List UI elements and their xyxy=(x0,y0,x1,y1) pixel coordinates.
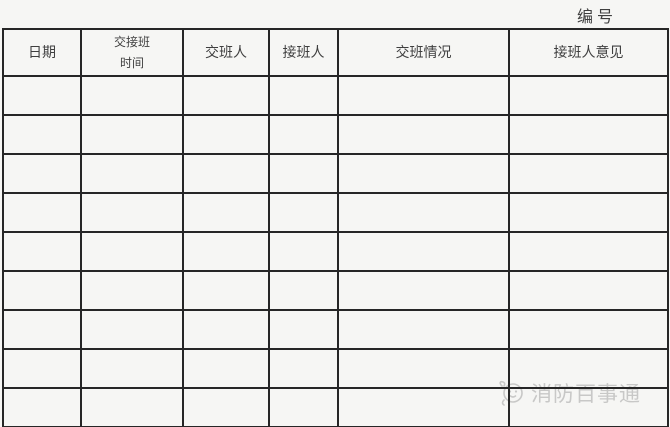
table-cell xyxy=(508,231,669,272)
table-cell xyxy=(182,75,270,116)
table-cell xyxy=(182,309,270,350)
table-cell xyxy=(508,192,669,233)
table-cell xyxy=(508,387,669,427)
table-cell xyxy=(268,387,339,427)
table-cell xyxy=(182,192,270,233)
table-cell xyxy=(508,270,669,311)
table-cell xyxy=(2,309,82,350)
table-cell xyxy=(268,348,339,389)
table-row xyxy=(2,153,669,194)
table-cell xyxy=(508,75,669,116)
table-cell xyxy=(337,231,510,272)
table-cell xyxy=(182,231,270,272)
table-cell xyxy=(80,153,184,194)
table-cell xyxy=(337,192,510,233)
table-cell xyxy=(337,348,510,389)
shift-handover-table: 日期 交接班 时间 交班人 接班人 交班情况 接班人意见 xyxy=(2,28,669,427)
table-cell xyxy=(80,309,184,350)
table-row xyxy=(2,114,669,155)
table-cell xyxy=(268,309,339,350)
table-cell xyxy=(182,153,270,194)
table-cell xyxy=(337,387,510,427)
table-cell xyxy=(80,192,184,233)
header-outgoing-person: 交班人 xyxy=(182,28,270,77)
table-cell xyxy=(182,270,270,311)
table-cell xyxy=(268,114,339,155)
serial-number-label: 编号 xyxy=(576,9,617,26)
table-cell xyxy=(80,231,184,272)
table-cell xyxy=(182,348,270,389)
table-cell xyxy=(508,153,669,194)
table-cell xyxy=(2,270,82,311)
table-row xyxy=(2,270,669,311)
header-incoming-person: 接班人 xyxy=(268,28,339,77)
header-shift-time: 交接班 时间 xyxy=(80,28,184,77)
table-cell xyxy=(2,231,82,272)
table-cell xyxy=(2,192,82,233)
table-cell xyxy=(337,270,510,311)
table-cell xyxy=(2,153,82,194)
table-cell xyxy=(2,348,82,389)
header-date: 日期 xyxy=(2,28,82,77)
table-row xyxy=(2,75,669,116)
table-row xyxy=(2,348,669,389)
table-cell xyxy=(268,192,339,233)
table-cell xyxy=(80,348,184,389)
table-cell xyxy=(2,387,82,427)
table-cell xyxy=(508,348,669,389)
table-cell xyxy=(80,114,184,155)
table-cell xyxy=(268,270,339,311)
table-cell xyxy=(80,75,184,116)
table-cell xyxy=(508,309,669,350)
table-cell xyxy=(508,114,669,155)
table-cell xyxy=(80,387,184,427)
table-cell xyxy=(268,153,339,194)
table-body xyxy=(2,75,669,427)
table-cell xyxy=(80,270,184,311)
table-row xyxy=(2,231,669,272)
table-header-row: 日期 交接班 时间 交班人 接班人 交班情况 接班人意见 xyxy=(2,28,669,77)
table-cell xyxy=(182,387,270,427)
table-cell xyxy=(337,114,510,155)
table-row xyxy=(2,309,669,350)
table-cell xyxy=(337,309,510,350)
table-cell xyxy=(268,75,339,116)
table-cell xyxy=(337,75,510,116)
header-handover-situation: 交班情况 xyxy=(337,28,510,77)
table-cell xyxy=(182,114,270,155)
header-incoming-opinion: 接班人意见 xyxy=(508,28,669,77)
table-cell xyxy=(2,75,82,116)
table-cell xyxy=(2,114,82,155)
table-cell xyxy=(268,231,339,272)
table-row xyxy=(2,387,669,427)
table-row xyxy=(2,192,669,233)
table-cell xyxy=(337,153,510,194)
